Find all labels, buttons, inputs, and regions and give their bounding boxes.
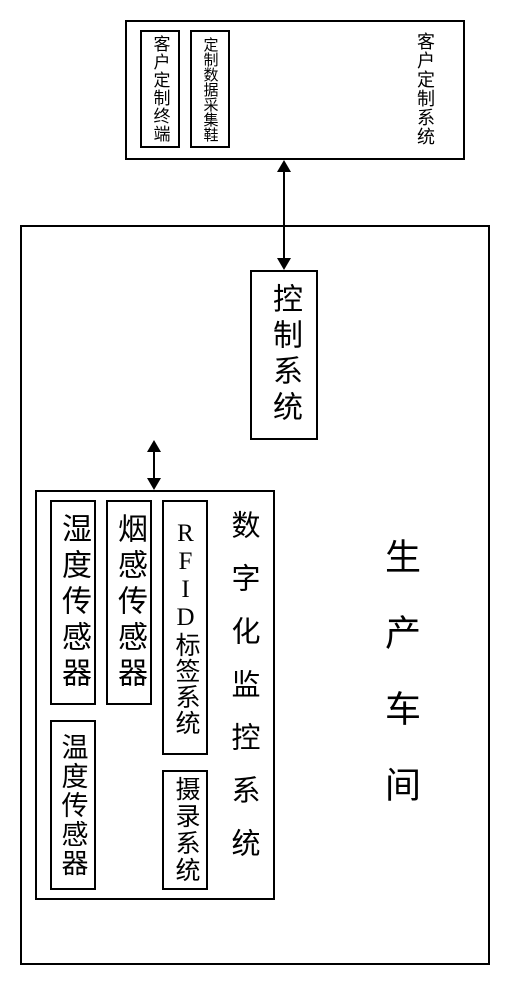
camera-system-box: 摄录系统: [162, 770, 208, 890]
data-collection-shoe-box: 定制数据采集鞋: [190, 30, 230, 148]
customer-system-title: 客户定制系统: [400, 30, 450, 148]
arrow-down-head: [277, 258, 291, 270]
arrow-customer-control: [283, 167, 285, 263]
arrow-up-head-2: [147, 440, 161, 452]
rfid-system-box: RFID标签系统: [162, 500, 208, 755]
monitor-system-title: 数字化监控系统: [218, 500, 268, 890]
humidity-sensor-box: 湿度传感器: [50, 500, 96, 705]
control-system-box: 控制系统: [250, 270, 318, 440]
workshop-title: 生产车间: [370, 490, 430, 890]
arrow-up-head: [277, 160, 291, 172]
rfid-system-label: RFID标签系统: [167, 502, 203, 753]
smoke-sensor-box: 烟感传感器: [106, 500, 152, 705]
customer-terminal-box: 客户定制终端: [140, 30, 180, 148]
arrow-down-head-2: [147, 478, 161, 490]
temperature-sensor-box: 温度传感器: [50, 720, 96, 890]
